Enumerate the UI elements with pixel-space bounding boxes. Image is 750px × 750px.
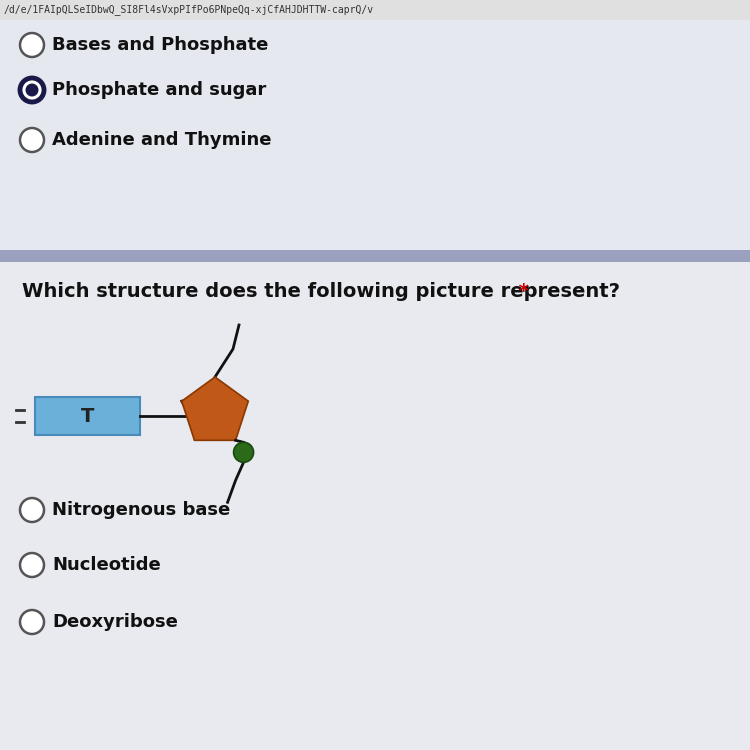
Text: Bases and Phosphate: Bases and Phosphate bbox=[52, 36, 268, 54]
Circle shape bbox=[20, 78, 44, 102]
Circle shape bbox=[20, 498, 44, 522]
Bar bbox=[0, 0, 750, 20]
Circle shape bbox=[26, 83, 38, 97]
Circle shape bbox=[20, 553, 44, 577]
Text: Nucleotide: Nucleotide bbox=[52, 556, 160, 574]
Text: Deoxyribose: Deoxyribose bbox=[52, 613, 178, 631]
Text: Phosphate and sugar: Phosphate and sugar bbox=[52, 81, 266, 99]
Bar bbox=[35, 397, 140, 435]
Text: Nitrogenous base: Nitrogenous base bbox=[52, 501, 230, 519]
Bar bbox=[0, 250, 750, 262]
Text: /d/e/1FAIpQLSeIDbwQ_SI8Fl4sVxpPIfPo6PNpeQq-xjCfAHJDHTTW-caprQ/v: /d/e/1FAIpQLSeIDbwQ_SI8Fl4sVxpPIfPo6PNpe… bbox=[4, 4, 374, 16]
Bar bbox=[0, 262, 750, 750]
Text: T: T bbox=[81, 406, 94, 425]
Text: *: * bbox=[512, 282, 529, 301]
Circle shape bbox=[233, 442, 254, 462]
Bar bbox=[0, 20, 750, 250]
Circle shape bbox=[20, 610, 44, 634]
Circle shape bbox=[20, 33, 44, 57]
Circle shape bbox=[20, 128, 44, 152]
Text: Which structure does the following picture represent?: Which structure does the following pictu… bbox=[22, 282, 620, 301]
Text: Adenine and Thymine: Adenine and Thymine bbox=[52, 131, 272, 149]
Polygon shape bbox=[182, 377, 248, 440]
